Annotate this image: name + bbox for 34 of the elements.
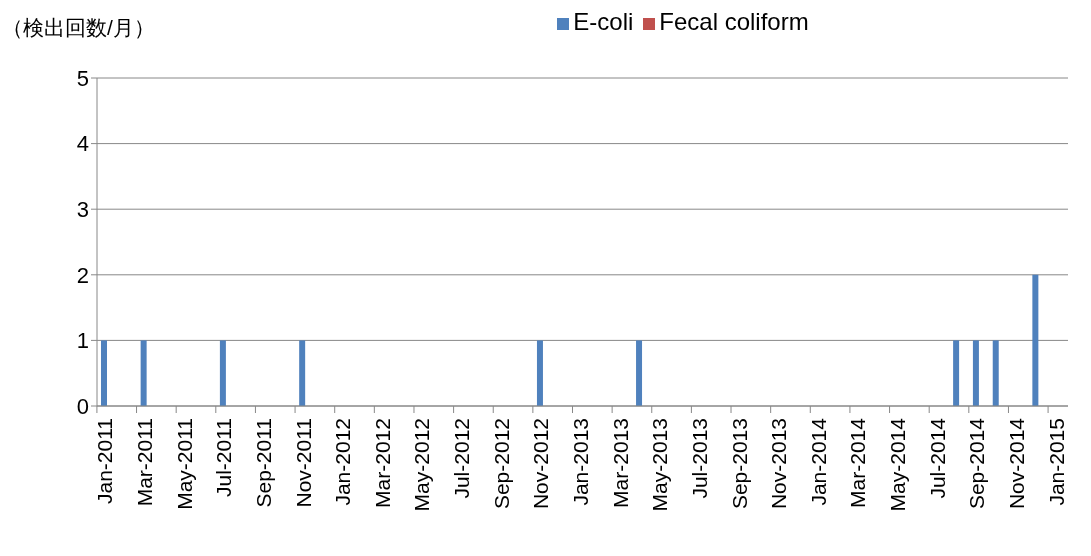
x-tick-label: Jan-2012 — [331, 418, 355, 506]
x-tick-label: Mar-2014 — [846, 417, 870, 508]
x-tick-label: Jan-2011 — [93, 418, 117, 505]
x-tick-label: May-2013 — [648, 418, 672, 512]
x-tick-label: Mar-2012 — [370, 418, 394, 508]
x-tick-label: Mar-2013 — [608, 418, 632, 508]
x-tick-label: Jul-2014 — [925, 417, 949, 499]
x-tick-label: Sep-2014 — [965, 417, 989, 510]
x-tick-label: Jan-2014 — [806, 417, 830, 506]
x-tick-label: May-2012 — [410, 418, 434, 512]
x-tick-label: Mar-2011 — [133, 418, 157, 507]
y-tick-label: 0 — [76, 393, 89, 419]
x-tick-label: May-2014 — [886, 417, 910, 512]
y-tick-label: 3 — [76, 197, 89, 223]
y-axis-title: （検出回数/月） — [2, 15, 155, 41]
y-tick-label: 1 — [76, 328, 89, 354]
x-tick-label: Nov-2011 — [291, 418, 315, 508]
x-tick-label: May-2011 — [172, 418, 196, 510]
x-tick-label: Sep-2013 — [727, 418, 751, 510]
x-tick-label: Jan-2015 — [1044, 418, 1068, 506]
x-tick-label: Jul-2013 — [687, 418, 711, 499]
x-tick-label: Nov-2013 — [767, 418, 791, 510]
x-tick-label: Nov-2012 — [529, 418, 553, 510]
x-tick-label: Sep-2012 — [489, 418, 513, 510]
legend-label: Fecal coliform — [659, 8, 809, 35]
x-tick-label: Sep-2011 — [251, 418, 275, 508]
x-tick-label: Jan-2013 — [569, 418, 592, 506]
y-tick-label: 5 — [76, 65, 89, 91]
legend-label: E-coli — [573, 8, 634, 35]
y-tick-label: 4 — [76, 131, 89, 157]
y-tick-label: 2 — [76, 262, 89, 288]
x-tick-label: Jul-2011 — [212, 418, 236, 497]
x-tick-label: Nov-2014 — [1004, 417, 1028, 510]
x-tick-label: Jul-2012 — [450, 418, 474, 499]
